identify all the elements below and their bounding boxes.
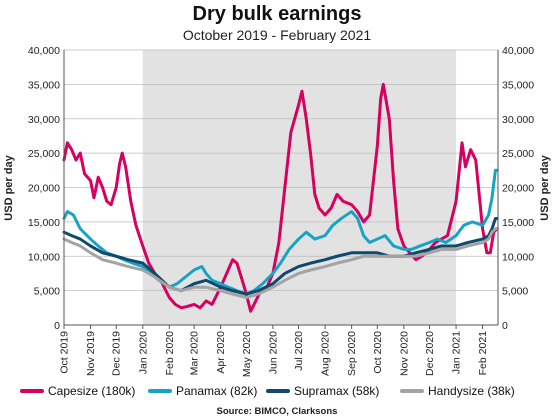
y-tick-label-right: 25,000 xyxy=(502,148,534,160)
x-tick-label: Nov 2020 xyxy=(398,331,410,376)
series-line-4 xyxy=(62,227,499,299)
chart-subtitle: October 2019 - February 2021 xyxy=(183,27,372,43)
y-tick-labels: 0 0 5,000 5,000 10,000 10,000 15,000 15,000 20,0… xyxy=(28,45,534,332)
y-axis-right-label: USD per day xyxy=(539,154,551,220)
x-tick-label: Jan 2021 xyxy=(451,331,463,374)
x-tick-label: Oct 2019 xyxy=(59,331,71,374)
x-tick-label: Jun 2020 xyxy=(267,331,279,374)
y-tick-label-right: 20,000 xyxy=(502,183,534,195)
y-tick-label-left: 20,000 xyxy=(28,183,60,195)
y-tick-label-right: 15,000 xyxy=(502,217,534,229)
series-line-3 xyxy=(62,216,499,296)
x-tick-label: Jul 2020 xyxy=(293,331,305,371)
y-tick-label-left: 15,000 xyxy=(28,217,60,229)
legend-label: Handysize (38k) xyxy=(428,384,515,398)
x-tick-label: Jan 2020 xyxy=(137,331,149,374)
series-lines xyxy=(62,82,499,313)
y-tick-label-left: 30,000 xyxy=(28,114,60,126)
x-tick-labels: Oct 2019 Nov 2019 Dec 2019 Jan 2020 Feb 2020… xyxy=(59,325,489,377)
x-tick-label: Oct 2020 xyxy=(372,331,384,374)
y-tick-label-right: 10,000 xyxy=(502,251,534,263)
y-tick-label-right: 0 xyxy=(502,320,508,332)
y-tick-label-left: 25,000 xyxy=(28,148,60,160)
y-tick-label-right: 30,000 xyxy=(502,114,534,126)
y-tick-label-left: 40,000 xyxy=(28,45,60,57)
y-tick-label-right: 35,000 xyxy=(502,79,534,91)
x-tick-label: Mar 2020 xyxy=(189,331,201,376)
x-tick-label: Feb 2020 xyxy=(164,331,176,376)
y-tick-label-right: 5,000 xyxy=(502,286,528,298)
x-tick-label: Sep 2020 xyxy=(346,331,358,376)
y-tick-label-left: 10,000 xyxy=(28,251,60,263)
legend: Capesize (180k) Panamax (82k) Supramax (58… xyxy=(20,384,515,398)
y-axis-left-label: USD per day xyxy=(3,154,15,220)
x-tick-label: Feb 2021 xyxy=(477,331,489,376)
x-tick-label: Nov 2019 xyxy=(85,331,97,376)
x-tick-label: Dec 2019 xyxy=(111,331,123,376)
legend-label: Panamax (82k) xyxy=(176,384,257,398)
y-tick-label-left: 5,000 xyxy=(34,286,60,298)
grid-lines xyxy=(64,49,498,326)
x-tick-label: Aug 2020 xyxy=(320,331,332,376)
chart-title: Dry bulk earnings xyxy=(193,3,362,25)
series-line-2 xyxy=(62,168,499,296)
legend-label: Capesize (180k) xyxy=(48,384,135,398)
y-tick-label-left: 35,000 xyxy=(28,79,60,91)
legend-label: Supramax (58k) xyxy=(294,384,379,398)
y-tick-label-left: 0 xyxy=(54,320,60,332)
y-tick-label-right: 40,000 xyxy=(502,45,534,57)
x-tick-label: Apr 2020 xyxy=(215,331,227,374)
x-tick-label: May 2020 xyxy=(241,331,253,377)
x-tick-label: Dec 2020 xyxy=(424,331,436,376)
source-note: Source: BIMCO, Clarksons xyxy=(217,406,338,417)
